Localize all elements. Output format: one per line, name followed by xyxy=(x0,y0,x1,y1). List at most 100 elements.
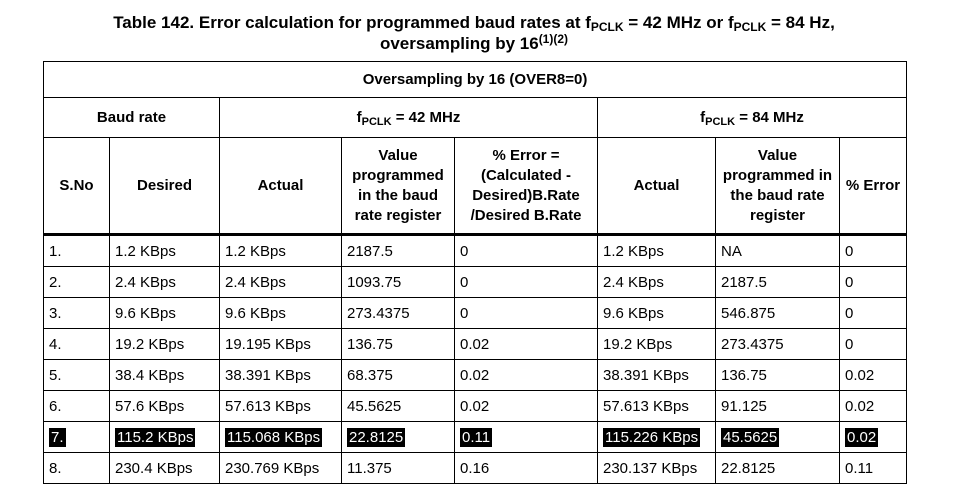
cell-error-84: 0 xyxy=(838,297,908,329)
cell-text: NA xyxy=(721,242,742,260)
baud-rate-error-table: Oversampling by 16 (OVER8=0) Baud rate f… xyxy=(42,61,908,484)
cell-text: 0 xyxy=(460,242,469,260)
cell-value-42: 273.4375 xyxy=(341,297,455,329)
cell-text: 0.11 xyxy=(460,427,493,447)
cell-error-84: 0 xyxy=(838,234,908,267)
header-fpclk-42: fPCLK = 42 MHz xyxy=(219,97,598,138)
cell-text: 0 xyxy=(460,273,469,291)
cell-text: 0 xyxy=(845,304,854,322)
cell-text: 0.02 xyxy=(460,366,490,384)
table-body: 1. 1.2 KBps 1.2 KBps 2187.5 0 1.2 KBps NA 0 2. 2.… xyxy=(43,234,908,484)
cell-text: 1. xyxy=(49,242,62,260)
cell-text: 22.8125 xyxy=(721,459,776,477)
cell-error-84: 0 xyxy=(838,328,908,360)
header-error-84: % Error xyxy=(838,137,908,236)
cell-text: 45.5625 xyxy=(721,427,780,447)
cell-text: 273.4375 xyxy=(347,304,410,322)
caption-footnote-ref: (1)(2) xyxy=(538,32,569,46)
header-desired: Desired xyxy=(109,137,220,236)
cell-desired: 19.2 KBps xyxy=(109,328,220,360)
header-baud-rate: Baud rate xyxy=(43,97,220,138)
cell-text: 0.02 xyxy=(460,335,490,353)
cell-text: 0 xyxy=(845,273,854,291)
cell-actual-42: 57.613 KBps xyxy=(219,390,342,422)
cell-text: 6. xyxy=(49,397,62,415)
caption-subscript: PCLK xyxy=(733,20,767,34)
cell-text: 1.2 KBps xyxy=(225,242,286,260)
cell-text: 136.75 xyxy=(347,335,393,353)
cell-error-42: 0 xyxy=(454,234,598,267)
caption-text: oversampling by 16 xyxy=(379,34,539,53)
cell-text: 546.875 xyxy=(721,304,776,322)
cell-actual-84: 19.2 KBps xyxy=(597,328,716,360)
cell-text: 5. xyxy=(49,366,62,384)
table-row: 3. 9.6 KBps 9.6 KBps 273.4375 0 9.6 KBps 546.8… xyxy=(43,297,908,329)
cell-text: 19.2 KBps xyxy=(603,335,673,353)
cell-actual-84: 115.226 KBps xyxy=(597,421,716,453)
cell-value-42: 1093.75 xyxy=(341,266,455,298)
cell-sno: 4. xyxy=(43,328,110,360)
cell-text: 0.11 xyxy=(845,459,874,477)
cell-text: 57.6 KBps xyxy=(115,397,185,415)
cell-desired: 38.4 KBps xyxy=(109,359,220,391)
cell-text: 11.375 xyxy=(347,459,392,477)
header-sno: S.No xyxy=(43,137,110,236)
table-row: 1. 1.2 KBps 1.2 KBps 2187.5 0 1.2 KBps NA 0 xyxy=(43,234,908,267)
cell-sno: 1. xyxy=(43,234,110,267)
cell-text: 45.5625 xyxy=(347,397,402,415)
cell-text: 115.226 KBps xyxy=(603,427,701,447)
cell-desired: 1.2 KBps xyxy=(109,234,220,267)
cell-text: 38.391 KBps xyxy=(603,366,689,384)
table-row: 5. 38.4 KBps 38.391 KBps 68.375 0.02 38.391 K… xyxy=(43,359,908,391)
cell-value-42: 22.8125 xyxy=(341,421,455,453)
caption-line-1: Table 142. Error calculation for program… xyxy=(0,12,948,33)
header-text: f xyxy=(356,108,362,126)
cell-text: 1.2 KBps xyxy=(115,242,176,260)
cell-desired: 9.6 KBps xyxy=(109,297,220,329)
cell-text: 230.4 KBps xyxy=(115,459,193,477)
cell-value-84: 2187.5 xyxy=(715,266,840,298)
cell-sno: 2. xyxy=(43,266,110,298)
cell-error-42: 0.02 xyxy=(454,328,598,360)
header-text: = 84 MHz xyxy=(735,108,804,126)
cell-text: 2187.5 xyxy=(721,273,767,291)
cell-value-42: 45.5625 xyxy=(341,390,455,422)
cell-sno: 3. xyxy=(43,297,110,329)
cell-error-42: 0.02 xyxy=(454,359,598,391)
cell-desired: 115.2 KBps xyxy=(109,421,220,453)
cell-text: 9.6 KBps xyxy=(225,304,286,322)
cell-value-42: 136.75 xyxy=(341,328,455,360)
cell-actual-42: 115.068 KBps xyxy=(219,421,342,453)
cell-text: 0.02 xyxy=(845,366,875,384)
cell-sno: 5. xyxy=(43,359,110,391)
cell-value-84: 45.5625 xyxy=(715,421,840,453)
cell-error-42: 0 xyxy=(454,266,598,298)
cell-text: 1093.75 xyxy=(347,273,402,291)
cell-error-84: 0.02 xyxy=(838,421,908,453)
cell-text: 3. xyxy=(49,304,62,322)
cell-text: 115.068 KBps xyxy=(225,427,323,447)
cell-sno: 6. xyxy=(43,390,110,422)
cell-error-84: 0.02 xyxy=(838,359,908,391)
header-actual-84: Actual xyxy=(597,137,716,236)
cell-error-42: 0.02 xyxy=(454,390,598,422)
cell-text: 1.2 KBps xyxy=(603,242,664,260)
cell-text: 19.195 KBps xyxy=(225,335,311,353)
cell-text: 38.4 KBps xyxy=(115,366,185,384)
table-row: 7. 115.2 KBps 115.068 KBps 22.8125 0.11 115.2… xyxy=(43,421,908,453)
cell-desired: 2.4 KBps xyxy=(109,266,220,298)
cell-text: 0.02 xyxy=(460,397,490,415)
caption-line-2: oversampling by 16(1)(2) xyxy=(0,33,948,54)
cell-text: 0 xyxy=(845,335,854,353)
cell-text: 91.125 xyxy=(721,397,767,415)
caption-subscript: PCLK xyxy=(590,20,624,34)
cell-text: 2.4 KBps xyxy=(225,273,286,291)
cell-actual-42: 2.4 KBps xyxy=(219,266,342,298)
cell-text: 7. xyxy=(49,427,66,447)
cell-sno: 7. xyxy=(43,421,110,453)
cell-error-84: 0.02 xyxy=(838,390,908,422)
cell-text: 273.4375 xyxy=(721,335,784,353)
cell-text: 9.6 KBps xyxy=(603,304,664,322)
cell-text: 57.613 KBps xyxy=(225,397,311,415)
cell-text: 0 xyxy=(845,242,854,260)
